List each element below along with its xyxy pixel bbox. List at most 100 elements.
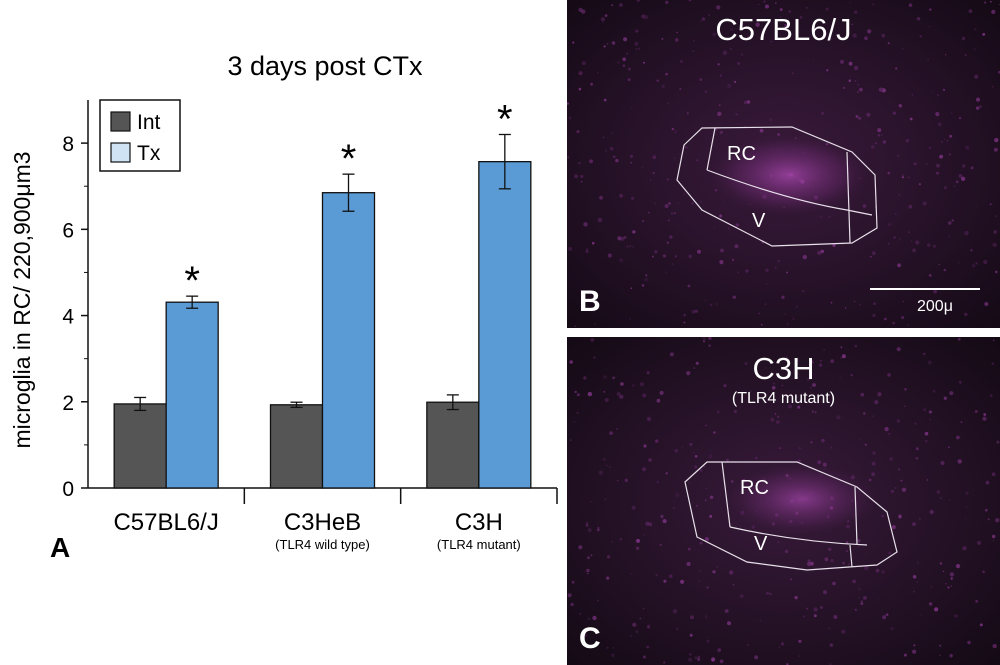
speckle <box>806 6 809 9</box>
speckle <box>737 62 740 65</box>
speckle <box>788 404 793 409</box>
speckle <box>676 31 678 34</box>
speckle <box>813 607 818 612</box>
speckle <box>915 240 920 245</box>
speckle <box>824 557 829 562</box>
speckle <box>859 438 861 440</box>
micrograph-panel-c: C3H (TLR4 mutant) RC V C <box>567 337 1000 665</box>
speckle <box>872 313 876 317</box>
speckle <box>580 174 584 178</box>
speckle <box>585 523 589 527</box>
speckle <box>697 658 701 661</box>
speckle <box>943 268 946 272</box>
speckle <box>586 568 590 573</box>
speckle <box>970 249 973 252</box>
speckle <box>948 236 950 238</box>
speckle <box>960 176 966 181</box>
speckle <box>890 627 894 631</box>
speckle <box>909 117 913 121</box>
speckle <box>784 549 789 554</box>
speckle <box>659 390 664 395</box>
speckle <box>572 41 575 44</box>
speckle <box>940 461 945 465</box>
speckle <box>823 349 825 351</box>
speckle <box>670 212 674 215</box>
speckle <box>597 599 599 602</box>
speckle <box>825 7 829 11</box>
speckle <box>727 83 732 88</box>
speckle <box>719 214 723 218</box>
speckle <box>589 159 593 164</box>
speckle <box>810 360 814 364</box>
speckle <box>612 647 614 649</box>
speckle <box>812 383 816 387</box>
speckle <box>781 384 784 387</box>
speckle <box>888 223 891 226</box>
speckle <box>899 237 902 240</box>
speckle <box>974 28 977 31</box>
speckle <box>984 302 989 306</box>
y-tick-label: 6 <box>62 219 74 242</box>
speckle <box>709 514 713 518</box>
speckle <box>875 568 880 573</box>
speckle <box>629 154 633 158</box>
speckle <box>632 246 634 248</box>
speckle <box>819 606 823 609</box>
speckle <box>708 14 710 16</box>
speckle <box>948 446 950 448</box>
speckle <box>578 161 581 165</box>
speckle <box>873 592 875 595</box>
speckle <box>716 566 718 568</box>
speckle <box>706 586 709 589</box>
speckle <box>603 375 607 379</box>
micrograph-c-subtitle: (TLR4 mutant) <box>731 390 836 407</box>
speckle <box>850 374 853 377</box>
speckle <box>734 80 737 83</box>
speckle <box>639 382 644 387</box>
speckle <box>828 215 831 218</box>
speckle <box>786 271 788 274</box>
speckle <box>703 465 706 468</box>
speckle <box>934 607 939 612</box>
speckle <box>958 174 963 178</box>
speckle <box>939 562 943 565</box>
speckle <box>939 154 943 159</box>
speckle <box>830 359 835 364</box>
speckle <box>895 67 898 70</box>
speckle <box>704 90 708 93</box>
speckle <box>656 480 660 484</box>
speckle <box>933 289 938 294</box>
speckle <box>688 657 693 662</box>
speckle <box>916 561 920 564</box>
speckle <box>674 130 677 134</box>
speckle <box>655 573 658 577</box>
speckle <box>567 593 572 598</box>
speckle <box>596 528 600 532</box>
speckle <box>619 193 623 198</box>
speckle <box>872 251 876 255</box>
speckle <box>797 359 799 361</box>
speckle <box>792 317 795 320</box>
speckle <box>671 127 674 131</box>
speckle <box>755 393 757 396</box>
speckle <box>829 662 832 665</box>
speckle <box>961 164 966 168</box>
speckle <box>798 447 801 450</box>
speckle <box>989 203 992 206</box>
speckle <box>696 505 698 507</box>
speckle <box>929 418 931 421</box>
speckle <box>652 172 655 175</box>
bar-tx <box>478 160 532 489</box>
speckle <box>828 627 830 630</box>
speckle <box>982 570 985 574</box>
speckle <box>692 50 695 52</box>
speckle <box>619 258 624 263</box>
speckle <box>992 242 997 247</box>
speckle <box>983 259 988 265</box>
speckle <box>578 545 583 550</box>
speckle <box>919 518 921 520</box>
speckle <box>615 158 619 163</box>
speckle <box>896 154 900 158</box>
speckle <box>619 394 624 399</box>
speckle <box>864 36 868 40</box>
